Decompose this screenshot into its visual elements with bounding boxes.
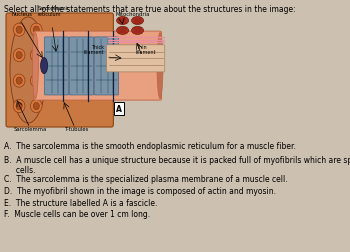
Ellipse shape bbox=[30, 75, 42, 88]
Text: C.  The sarcolemma is the specialized plasma membrane of a muscle cell.: C. The sarcolemma is the specialized pla… bbox=[4, 174, 288, 183]
Text: A.  The sarcolemma is the smooth endoplasmic reticulum for a muscle fiber.: A. The sarcolemma is the smooth endoplas… bbox=[4, 141, 296, 150]
Text: E.  The structure labelled A is a fascicle.: E. The structure labelled A is a fascicl… bbox=[4, 198, 158, 207]
Ellipse shape bbox=[13, 24, 25, 37]
Ellipse shape bbox=[16, 103, 22, 110]
Ellipse shape bbox=[32, 34, 38, 99]
Text: D.  The myofibril shown in the image is composed of actin and myosin.: D. The myofibril shown in the image is c… bbox=[4, 186, 276, 195]
Ellipse shape bbox=[41, 58, 48, 74]
Text: Sarcoplasmic
reticulum: Sarcoplasmic reticulum bbox=[38, 6, 71, 17]
Text: F.  Muscle cells can be over 1 cm long.: F. Muscle cells can be over 1 cm long. bbox=[4, 209, 150, 218]
Ellipse shape bbox=[33, 103, 39, 110]
FancyBboxPatch shape bbox=[69, 38, 94, 96]
FancyBboxPatch shape bbox=[94, 38, 119, 96]
FancyBboxPatch shape bbox=[6, 14, 113, 128]
Ellipse shape bbox=[16, 78, 22, 85]
Ellipse shape bbox=[33, 27, 39, 34]
FancyBboxPatch shape bbox=[107, 46, 165, 73]
Text: T-tubules: T-tubules bbox=[65, 127, 89, 132]
Text: B.  A muscle cell has a unique structure because it is packed full of myofibrils: B. A muscle cell has a unique structure … bbox=[4, 155, 350, 175]
Ellipse shape bbox=[10, 18, 47, 123]
Ellipse shape bbox=[13, 49, 25, 62]
Text: Thick
filament: Thick filament bbox=[84, 44, 104, 55]
Ellipse shape bbox=[33, 78, 39, 85]
Text: Nucleus: Nucleus bbox=[12, 12, 33, 17]
Text: A: A bbox=[116, 105, 122, 114]
Ellipse shape bbox=[33, 52, 39, 59]
Ellipse shape bbox=[117, 17, 128, 25]
Ellipse shape bbox=[16, 27, 22, 34]
Ellipse shape bbox=[157, 34, 163, 99]
Text: Mitochondria: Mitochondria bbox=[115, 12, 149, 17]
Text: Select all of the statements that are true about the structures in the image:: Select all of the statements that are tr… bbox=[4, 5, 296, 14]
Ellipse shape bbox=[30, 100, 42, 113]
Ellipse shape bbox=[132, 27, 144, 35]
FancyBboxPatch shape bbox=[44, 38, 69, 96]
Ellipse shape bbox=[13, 75, 25, 88]
Text: Sarcolemma: Sarcolemma bbox=[14, 127, 47, 132]
FancyBboxPatch shape bbox=[34, 32, 161, 101]
Ellipse shape bbox=[117, 27, 128, 35]
Ellipse shape bbox=[30, 24, 42, 37]
Ellipse shape bbox=[16, 52, 22, 59]
Ellipse shape bbox=[132, 17, 144, 25]
Ellipse shape bbox=[30, 49, 42, 62]
Text: Thin
filament: Thin filament bbox=[136, 44, 156, 55]
Ellipse shape bbox=[13, 100, 25, 113]
